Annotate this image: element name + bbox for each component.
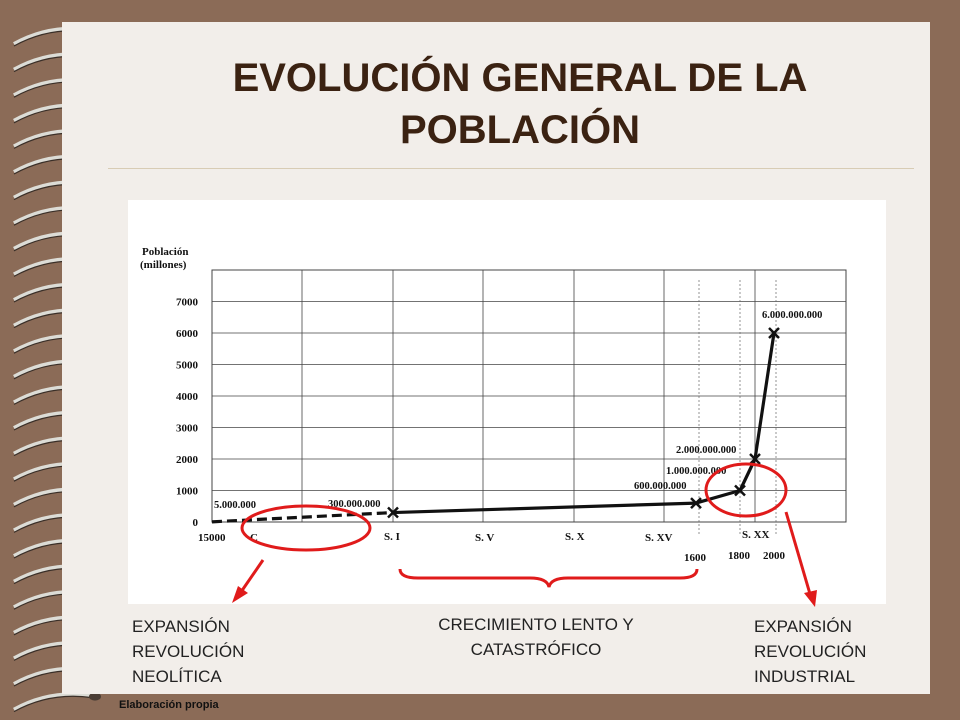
spiral-ring (13, 692, 101, 713)
x-tick-label: S. XX (742, 529, 770, 541)
y-tick-label: 5000 (176, 360, 199, 372)
series-solid-line (392, 332, 776, 515)
y-tick-label: 0 (193, 517, 199, 529)
annotation-line: REVOLUCIÓN (132, 642, 245, 661)
source-credit: Elaboración propia (119, 699, 219, 711)
x-tick-label: 1800 (728, 550, 751, 562)
annotation-line: REVOLUCIÓN (754, 642, 867, 661)
x-tick-labels: 15000 C S. I S. V S. X S. XV 1600 1800 S. XX 2000 (198, 529, 786, 564)
data-point-label: 5.000.000 (214, 500, 256, 511)
title-divider (108, 168, 914, 169)
population-chart: Población (millones) 0 1000 2000 3000 4000 50… (140, 246, 847, 564)
y-tick-label: 3000 (176, 423, 199, 435)
data-point-marker (690, 497, 702, 509)
series-dashed-line (211, 510, 394, 524)
x-tick-label: S. X (565, 531, 585, 543)
data-point-marker (768, 327, 780, 339)
annotation-line: EXPANSIÓN (132, 617, 230, 636)
data-point-label: 6.000.000.000 (762, 310, 822, 321)
y-tick-label: 7000 (176, 297, 199, 309)
page-title: EVOLUCIÓN GENERAL DE LA POBLACIÓN (232, 56, 808, 152)
annotation-line: CRECIMIENTO LENTO Y (438, 615, 634, 634)
y-tick-label: 1000 (176, 486, 199, 498)
data-point-label: 1.000.000.000 (666, 466, 726, 477)
annotation-line: CATASTRÓFICO (470, 640, 602, 659)
data-point-marker (749, 453, 761, 465)
data-point-marker (387, 506, 399, 519)
x-tick-label: S. I (384, 531, 400, 543)
annotation-slow-growth: CRECIMIENTO LENTO Y CATASTRÓFICO (398, 612, 674, 662)
annotation-line: NEOLÍTICA (132, 667, 222, 686)
point-labels: 5.000.000 300.000.000 600.000.000 1.000.000… (214, 310, 822, 511)
x-tick-label: 15000 (198, 532, 226, 544)
chart-panel: Población (millones) 0 1000 2000 3000 4000 50… (128, 200, 886, 604)
annotation-line: EXPANSIÓN (754, 617, 852, 636)
y-axis-title-line1: Población (142, 246, 188, 258)
annotation-industrial: EXPANSIÓN REVOLUCIÓN INDUSTRIAL (754, 614, 934, 689)
y-axis-title-line2: (millones) (140, 259, 187, 271)
y-tick-label: 2000 (176, 454, 199, 466)
x-tick-label: S. V (475, 532, 494, 544)
data-point-label: 2.000.000.000 (676, 445, 736, 456)
x-tick-label: 1600 (684, 552, 707, 564)
annotation-line: INDUSTRIAL (754, 667, 856, 686)
x-tick-label: 2000 (763, 550, 786, 562)
y-axis-title: Población (millones) (140, 246, 188, 271)
x-tick-label: C (250, 532, 258, 544)
data-point-label: 300.000.000 (328, 499, 381, 510)
annotation-neolithic: EXPANSIÓN REVOLUCIÓN NEOLÍTICA (132, 614, 352, 689)
x-tick-label: S. XV (645, 532, 673, 544)
data-point-label: 600.000.000 (634, 481, 687, 492)
chart-grid (211, 269, 847, 536)
data-markers (387, 327, 780, 519)
y-tick-labels: 0 1000 2000 3000 4000 5000 6000 7000 (176, 297, 199, 530)
y-tick-label: 6000 (176, 328, 199, 340)
y-tick-label: 4000 (176, 391, 199, 403)
